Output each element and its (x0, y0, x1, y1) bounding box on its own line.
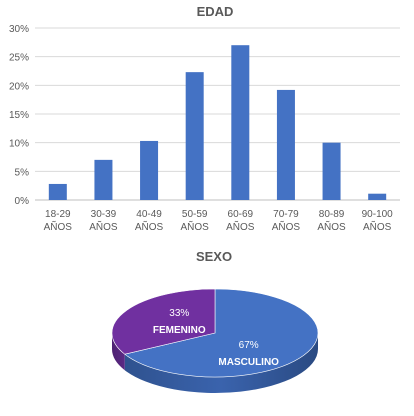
y-axis-ticks: 0% 5% 10% 15% 20% 25% 30% (9, 24, 29, 207)
bar (94, 159, 113, 200)
x-category-label: 40-49 AÑOS (135, 209, 164, 233)
y-tick-label: 25% (9, 53, 29, 64)
y-tick-label: 30% (9, 24, 29, 35)
x-category-label: 70-79 AÑOS (272, 209, 301, 233)
y-tick-label: 10% (9, 139, 29, 150)
bar-chart-title: EDAD (197, 4, 234, 19)
bar (322, 142, 341, 200)
y-tick-label: 15% (9, 110, 29, 121)
x-category-label: 60-69 AÑOS (226, 209, 255, 233)
bar (368, 193, 387, 200)
bar (276, 89, 295, 200)
y-tick-label: 0% (15, 196, 30, 207)
pie-chart-title: SEXO (196, 249, 232, 264)
bar (185, 72, 204, 200)
x-category-label: 80-89 AÑOS (317, 209, 346, 233)
bar-grid (35, 27, 400, 201)
pie-slice (124, 288, 319, 378)
x-axis-categories: 18-29 AÑOS 30-39 AÑOS 40-49 AÑOS 50-59 AÑOS 60-6… (44, 209, 394, 233)
pie-labels: 67% MASCULINO 33% FEMENINO (153, 308, 279, 368)
x-category-label: 90-100 AÑOS (362, 209, 394, 233)
x-category-label: 50-59 AÑOS (181, 209, 210, 233)
bar (231, 45, 250, 201)
y-tick-label: 5% (15, 167, 30, 178)
pie-depth (112, 333, 318, 394)
pie-slice-side (124, 333, 318, 394)
pie-slices (111, 288, 319, 378)
bar-series (48, 45, 387, 201)
bar (48, 183, 67, 200)
x-category-label: 18-29 AÑOS (44, 209, 73, 233)
pie-value-label: 33% (169, 308, 189, 319)
pie-slice (111, 288, 216, 355)
bar-chart-edad: EDAD 0% 5% 10% 15% 20% 25% 30% 18-29 AÑOS 30-39 A… (9, 4, 400, 233)
pie-category-label: MASCULINO (218, 357, 279, 368)
y-tick-label: 20% (9, 81, 29, 92)
bar (140, 140, 159, 200)
pie-category-label: FEMENINO (153, 325, 206, 336)
pie-slice-side (112, 333, 125, 371)
x-category-label: 30-39 AÑOS (89, 209, 118, 233)
pie-value-label: 67% (239, 340, 259, 351)
